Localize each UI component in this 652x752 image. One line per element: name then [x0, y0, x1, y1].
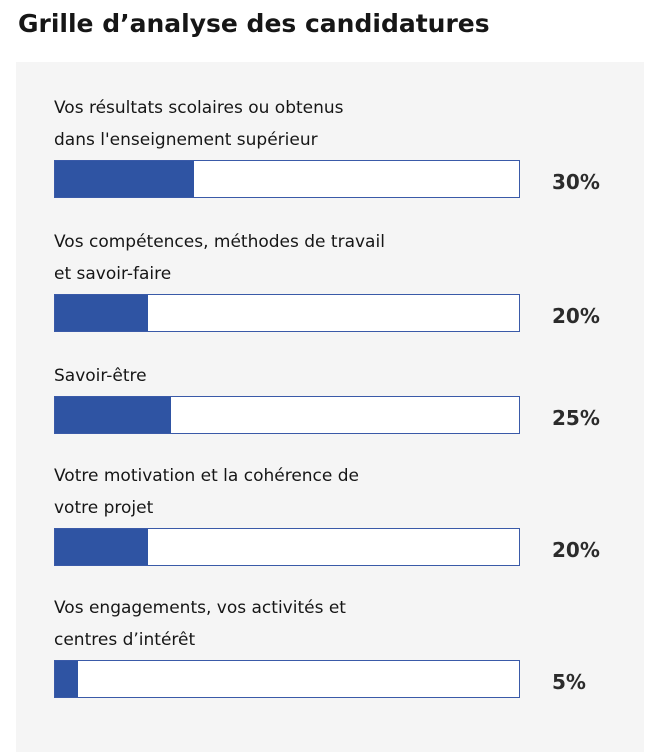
bar-track	[54, 660, 520, 698]
bar-row: 30%	[54, 160, 614, 200]
bar-value-label: 5%	[552, 670, 586, 694]
bar-track	[54, 160, 520, 198]
page-title: Grille d’analyse des candidatures	[18, 9, 490, 38]
bar-value-label: 20%	[552, 538, 600, 562]
bar-row: 20%	[54, 294, 614, 334]
bar-track	[54, 528, 520, 566]
bar-row: 20%	[54, 528, 614, 568]
criterion-item: Vos résultats scolaires ou obtenus dans …	[54, 92, 614, 200]
criteria-panel: Vos résultats scolaires ou obtenus dans …	[16, 62, 644, 752]
bar-fill	[55, 661, 79, 697]
criterion-label: Vos engagements, vos activités et centre…	[54, 598, 346, 650]
bar-fill	[55, 397, 171, 433]
bar-row: 5%	[54, 660, 614, 700]
criterion-label: Vos compétences, méthodes de travail et …	[54, 232, 385, 284]
bar-fill	[55, 161, 195, 197]
bar-value-label: 20%	[552, 304, 600, 328]
bar-fill	[55, 529, 148, 565]
bar-value-label: 25%	[552, 406, 600, 430]
bar-track	[54, 396, 520, 434]
criterion-label: Savoir-être	[54, 366, 147, 386]
criterion-item: Savoir-être 25%	[54, 360, 614, 436]
bar-value-label: 30%	[552, 170, 600, 194]
criterion-label: Vos résultats scolaires ou obtenus dans …	[54, 98, 344, 150]
criterion-label: Votre motivation et la cohérence de votr…	[54, 466, 360, 518]
bar-fill	[55, 295, 148, 331]
bar-track	[54, 294, 520, 332]
criterion-item: Vos compétences, méthodes de travail et …	[54, 226, 614, 334]
criterion-item: Votre motivation et la cohérence de votr…	[54, 460, 614, 568]
bar-row: 25%	[54, 396, 614, 436]
criterion-item: Vos engagements, vos activités et centre…	[54, 592, 614, 700]
